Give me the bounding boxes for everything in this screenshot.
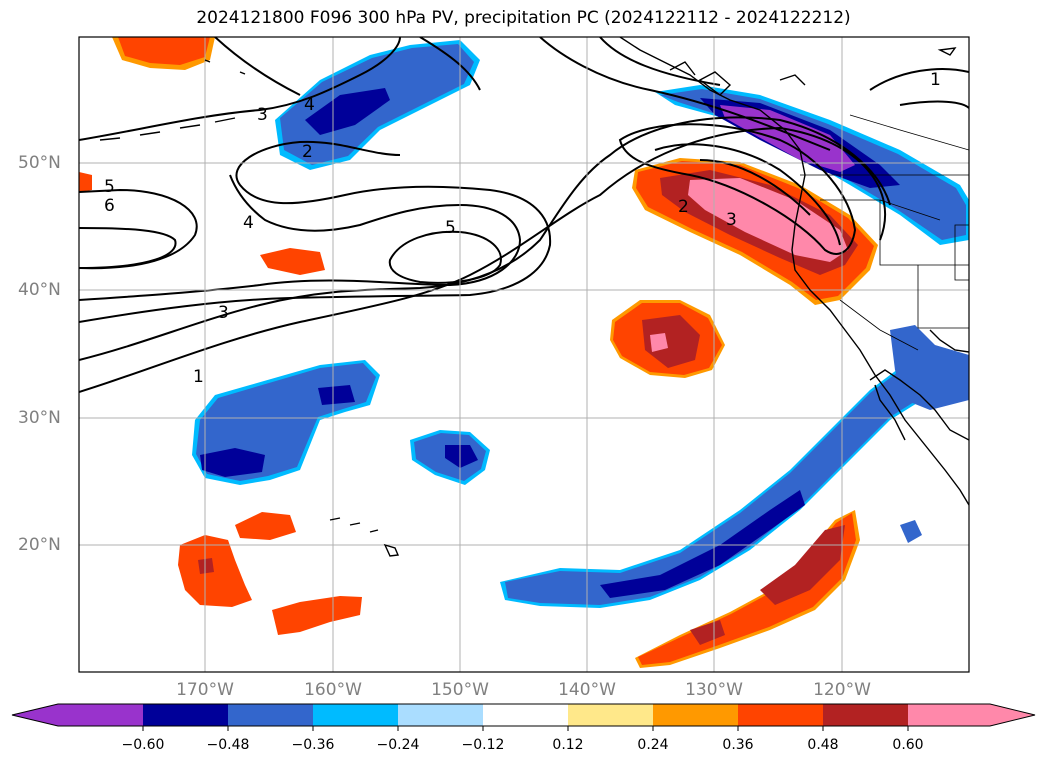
borders <box>800 114 969 351</box>
contour-label: 1 <box>193 367 204 387</box>
lon-label: 170°W <box>176 680 234 700</box>
colorbar <box>11 703 1036 731</box>
pv-contour <box>79 227 177 269</box>
colorbar-tick-label: −0.60 <box>121 737 165 753</box>
contour-label: 2 <box>302 142 313 162</box>
pv-contour <box>869 68 969 91</box>
colorbar-segment <box>143 704 228 726</box>
contour-label: 3 <box>726 210 737 230</box>
lon-label: 160°W <box>304 680 362 700</box>
contour-label-layer: 1 3 4 5 5 6 2 3 4 2 3 1 <box>104 70 941 387</box>
lat-label: 30°N <box>18 408 61 428</box>
pv-contour <box>419 37 481 91</box>
colorbar-tick-label: −0.48 <box>206 737 250 753</box>
lon-label: 130°W <box>685 680 743 700</box>
colorbar-tick-label: 0.24 <box>637 737 669 753</box>
pv-contour <box>388 230 502 284</box>
colorbar-segment <box>483 704 568 726</box>
colorbar-segment <box>58 704 143 726</box>
precip-pos-core <box>688 178 848 262</box>
precip-neg-core <box>720 105 855 172</box>
colorbar-segment <box>568 704 653 726</box>
colorbar-tick-label: −0.12 <box>461 737 505 753</box>
lon-label: 140°W <box>558 680 616 700</box>
colorbar-tick-label: −0.36 <box>291 737 335 753</box>
map-title: 2024121800 F096 300 hPa PV, precipitatio… <box>196 8 851 28</box>
colorbar-segment <box>313 704 398 726</box>
pv-contour <box>618 123 857 255</box>
contour-label: 3 <box>218 303 229 323</box>
pv-contour <box>79 126 886 393</box>
pv-contour <box>654 143 841 246</box>
colorbar-tick-label: 0.36 <box>722 737 754 753</box>
pv-contour-layer <box>79 37 969 393</box>
colorbar-segment <box>738 704 823 726</box>
colorbar-tick-label: 0.48 <box>807 737 839 753</box>
colorbar-outline <box>11 703 1036 727</box>
contour-label: 4 <box>243 213 254 233</box>
colorbar-tick-label: 0.12 <box>552 737 584 753</box>
precip-fill-layer <box>79 37 969 668</box>
colorbar-extend-high <box>990 704 1035 726</box>
colorbar-segment <box>398 704 483 726</box>
contour-label: 3 <box>257 105 268 125</box>
pv-contour <box>599 37 721 86</box>
lat-label: 50°N <box>18 153 61 173</box>
colorbar-segment <box>653 704 738 726</box>
pv-contour <box>539 37 831 151</box>
pv-contour <box>214 37 301 96</box>
colorbar-segment <box>823 704 908 726</box>
contour-label: 5 <box>104 177 115 197</box>
colorbar-extend-low <box>12 704 58 726</box>
lon-label: 150°W <box>431 680 489 700</box>
colorbar-tick-label: −0.24 <box>376 737 420 753</box>
colorbar-segment <box>228 704 313 726</box>
contour-label: 5 <box>445 218 456 238</box>
pv-contour <box>79 116 891 361</box>
contour-label: 4 <box>304 95 315 115</box>
lat-label: 20°N <box>18 535 61 555</box>
lat-label: 40°N <box>18 280 61 300</box>
coastline <box>99 37 969 557</box>
graticule <box>79 37 969 672</box>
contour-label: 6 <box>104 196 115 216</box>
map-frame <box>78 36 970 673</box>
pv-contour <box>79 140 552 323</box>
colorbar-tick-label: 0.60 <box>892 737 924 753</box>
colorbar-segment <box>908 704 990 726</box>
pv-contour <box>79 174 522 301</box>
pv-contour <box>79 37 401 141</box>
contour-label: 2 <box>678 197 689 217</box>
lon-label: 120°W <box>813 680 871 700</box>
contour-label: 1 <box>930 70 941 90</box>
pv-contour <box>899 100 969 109</box>
